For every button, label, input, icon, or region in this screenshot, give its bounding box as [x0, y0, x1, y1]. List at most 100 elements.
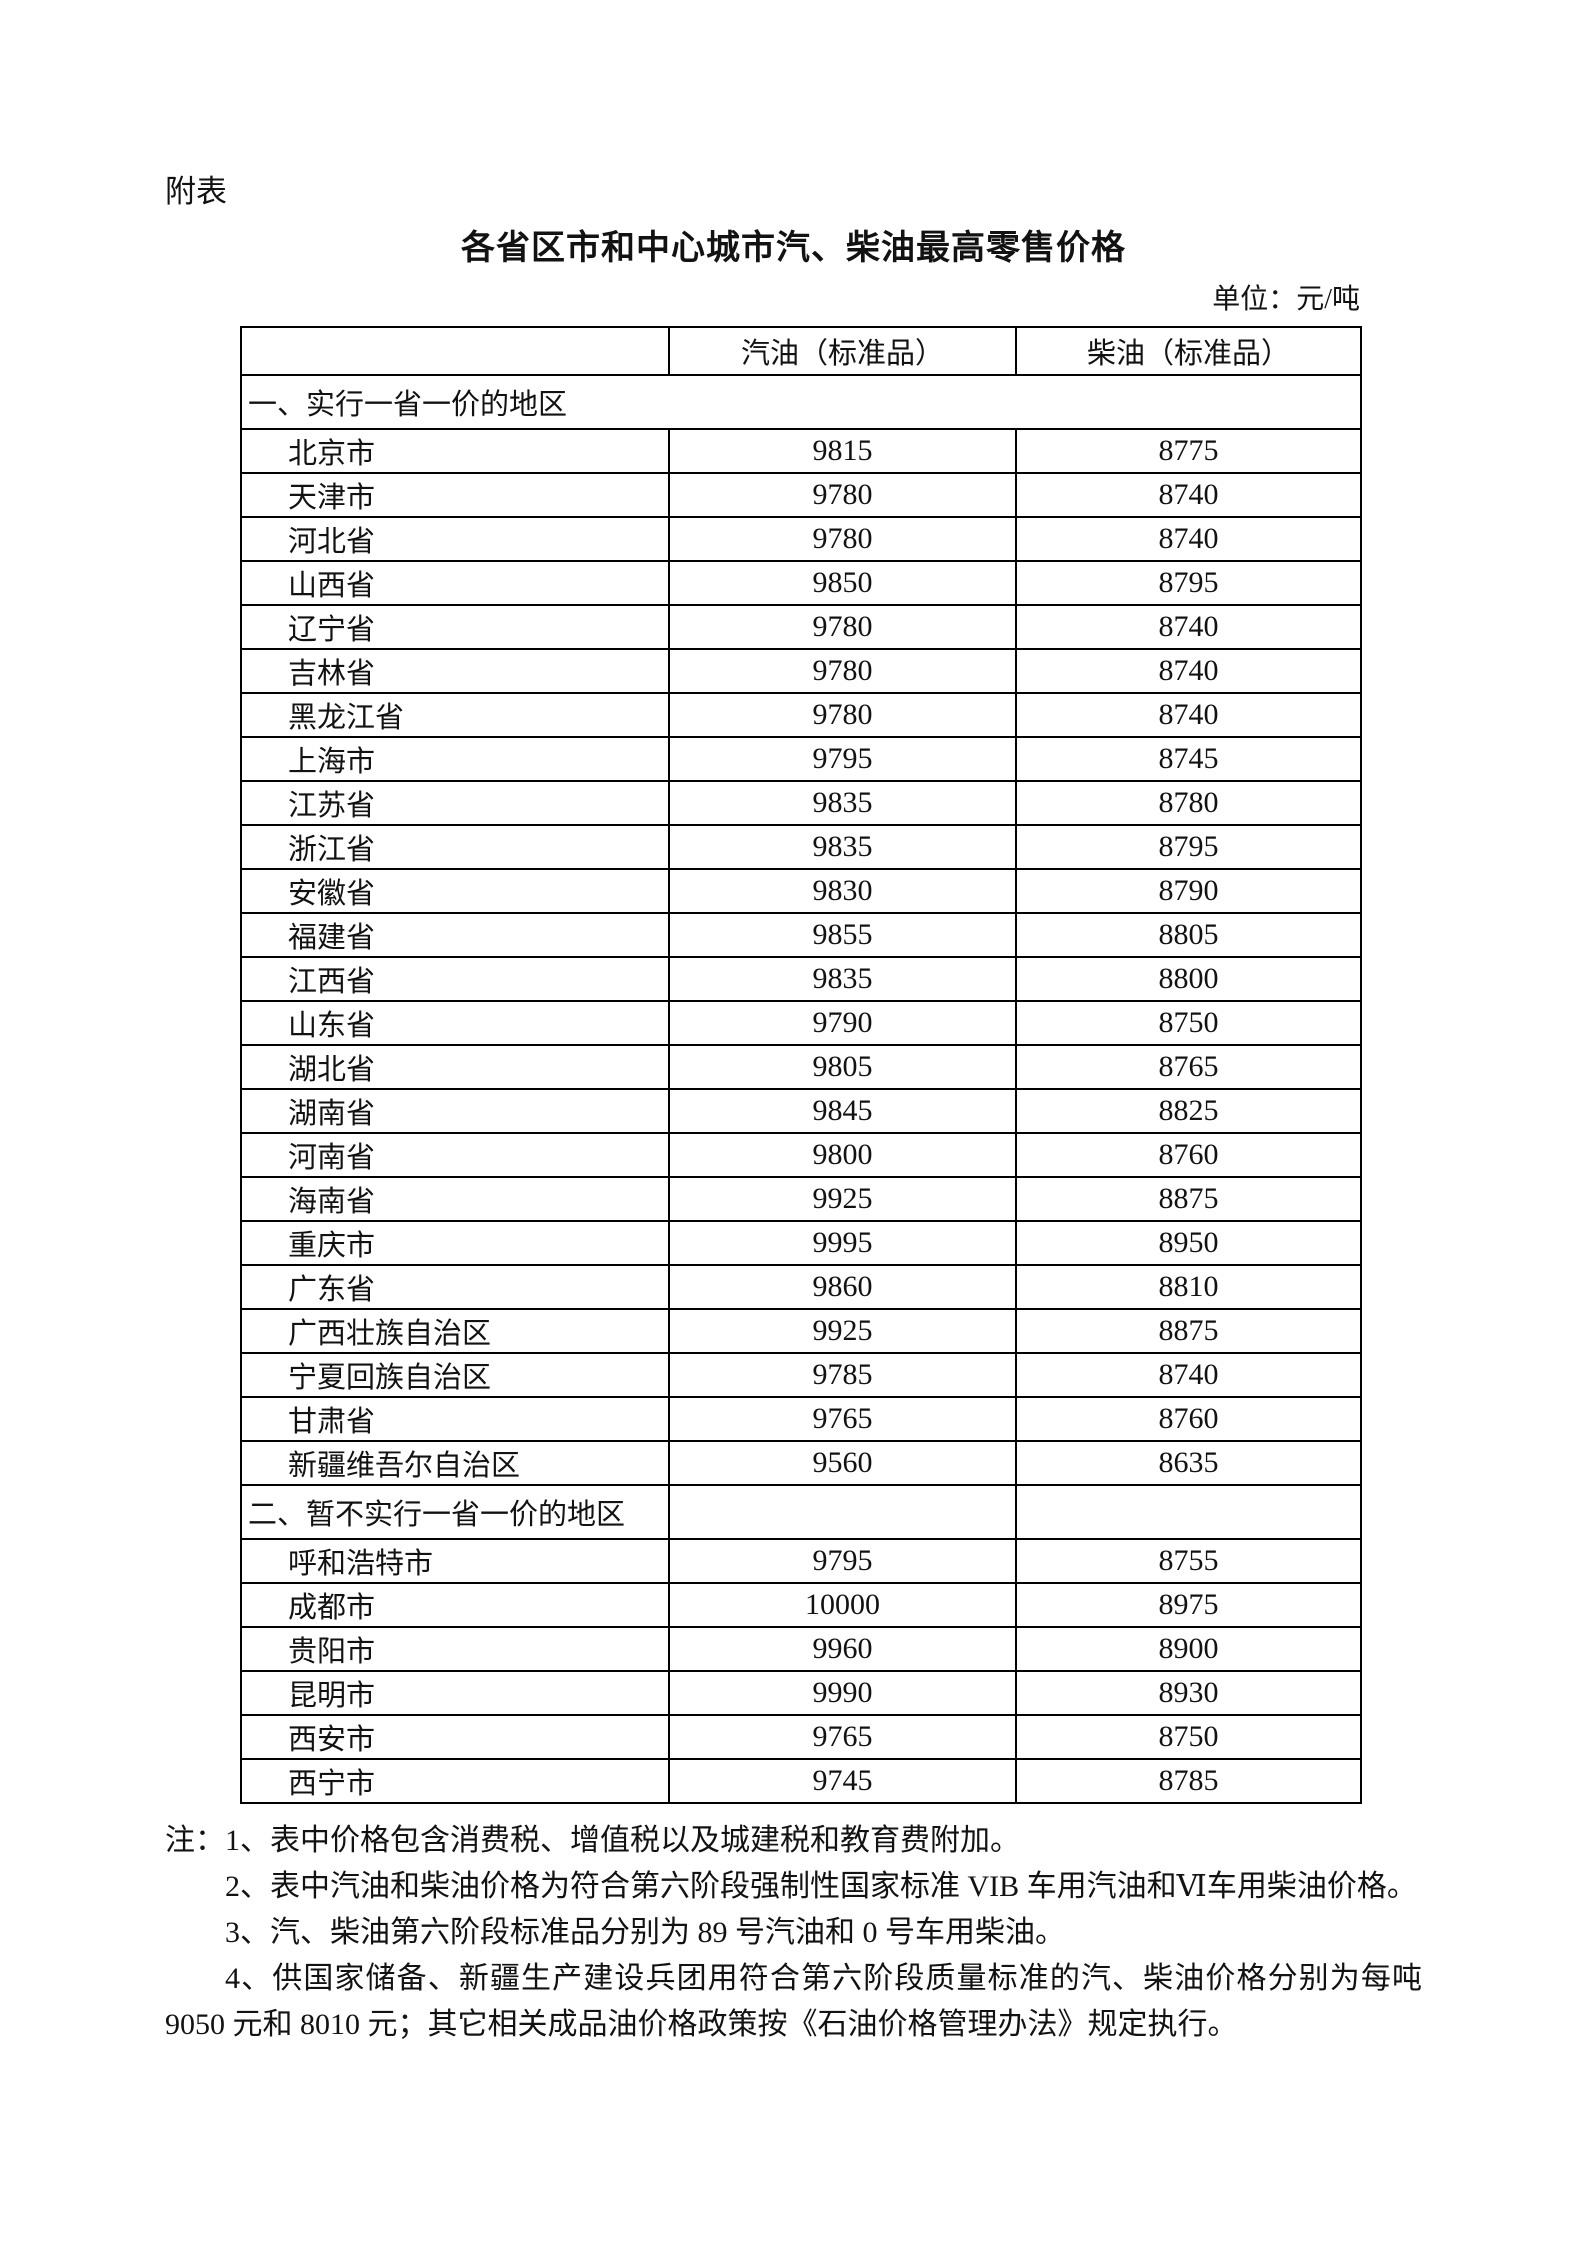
table-row: 安徽省 9830 8790 [240, 868, 1362, 914]
gasoline-price-cell: 9850 [668, 560, 1017, 606]
diesel-price-cell: 8755 [1015, 1538, 1362, 1584]
diesel-price-cell: 8740 [1015, 604, 1362, 650]
region-cell: 天津市 [240, 472, 670, 518]
gasoline-price-cell: 9835 [668, 824, 1017, 870]
diesel-price-cell: 8785 [1015, 1758, 1362, 1804]
region-cell: 宁夏回族自治区 [240, 1352, 670, 1398]
diesel-price-cell: 8805 [1015, 912, 1362, 958]
annex-label: 附表 [165, 174, 227, 209]
table-row: 吉林省 9780 8740 [240, 648, 1362, 694]
note-3: 3、汽、柴油第六阶段标准品分别为 89 号汽油和 0 号车用柴油。 [225, 1916, 1065, 1949]
table-row: 浙江省 9835 8795 [240, 824, 1362, 870]
table-row: 河北省 9780 8740 [240, 516, 1362, 562]
table-row: 江苏省 9835 8780 [240, 780, 1362, 826]
diesel-price-cell: 8740 [1015, 516, 1362, 562]
table-row: 湖北省 9805 8765 [240, 1044, 1362, 1090]
gasoline-price-cell: 9835 [668, 956, 1017, 1002]
column-header-diesel: 柴油（标准品） [1015, 326, 1362, 376]
table-row: 海南省 9925 8875 [240, 1176, 1362, 1222]
diesel-price-cell: 8930 [1015, 1670, 1362, 1716]
diesel-price-cell: 8795 [1015, 560, 1362, 606]
region-cell: 上海市 [240, 736, 670, 782]
gasoline-price-cell: 10000 [668, 1582, 1017, 1628]
gasoline-price-cell: 9745 [668, 1758, 1017, 1804]
diesel-price-cell: 8795 [1015, 824, 1362, 870]
region-cell: 福建省 [240, 912, 670, 958]
region-cell: 河北省 [240, 516, 670, 562]
table-row: 山东省 9790 8750 [240, 1000, 1362, 1046]
gasoline-price-cell: 9845 [668, 1088, 1017, 1134]
gasoline-price-cell: 9780 [668, 604, 1017, 650]
table-row: 广西壮族自治区 9925 8875 [240, 1308, 1362, 1354]
gasoline-price-cell: 9805 [668, 1044, 1017, 1090]
diesel-price-cell: 8740 [1015, 1352, 1362, 1398]
region-cell: 新疆维吾尔自治区 [240, 1440, 670, 1486]
diesel-price-cell: 8900 [1015, 1626, 1362, 1672]
gasoline-price-cell: 9560 [668, 1440, 1017, 1486]
diesel-price-cell: 8760 [1015, 1396, 1362, 1442]
gasoline-price-cell: 9835 [668, 780, 1017, 826]
table-row: 贵阳市 9960 8900 [240, 1626, 1362, 1672]
gasoline-price-cell: 9790 [668, 1000, 1017, 1046]
table-row: 湖南省 9845 8825 [240, 1088, 1362, 1134]
gasoline-price-cell: 9960 [668, 1626, 1017, 1672]
table-row: 黑龙江省 9780 8740 [240, 692, 1362, 738]
empty-cell [668, 1484, 1017, 1540]
gasoline-price-cell: 9990 [668, 1670, 1017, 1716]
section-header-row: 二、暂不实行一省一价的地区 [240, 1484, 1362, 1540]
table-row: 福建省 9855 8805 [240, 912, 1362, 958]
diesel-price-cell: 8760 [1015, 1132, 1362, 1178]
region-cell: 昆明市 [240, 1670, 670, 1716]
gasoline-price-cell: 9765 [668, 1396, 1017, 1442]
gasoline-price-cell: 9800 [668, 1132, 1017, 1178]
gasoline-price-cell: 9780 [668, 472, 1017, 518]
region-cell: 山西省 [240, 560, 670, 606]
region-cell: 河南省 [240, 1132, 670, 1178]
gasoline-price-cell: 9925 [668, 1176, 1017, 1222]
region-cell: 山东省 [240, 1000, 670, 1046]
table-row: 河南省 9800 8760 [240, 1132, 1362, 1178]
empty-cell [1015, 1484, 1362, 1540]
unit-label: 单位：元/吨 [1212, 284, 1360, 315]
section-header-cell: 一、实行一省一价的地区 [240, 374, 1362, 430]
diesel-price-cell: 8750 [1015, 1714, 1362, 1760]
column-header-region [240, 326, 670, 376]
region-cell: 海南省 [240, 1176, 670, 1222]
gasoline-price-cell: 9785 [668, 1352, 1017, 1398]
region-cell: 西宁市 [240, 1758, 670, 1804]
diesel-price-cell: 8825 [1015, 1088, 1362, 1134]
table-row: 广东省 9860 8810 [240, 1264, 1362, 1310]
diesel-price-cell: 8775 [1015, 428, 1362, 474]
price-table: 汽油（标准品） 柴油（标准品） 一、实行一省一价的地区 北京市 9815 8775 天津… [240, 326, 1362, 1804]
diesel-price-cell: 8810 [1015, 1264, 1362, 1310]
notes-section: 注：1、表中价格包含消费税、增值税以及城建税和教育费附加。 2、表中汽油和柴油价… [165, 1818, 1422, 2048]
table-header-row: 汽油（标准品） 柴油（标准品） [240, 326, 1362, 376]
region-cell: 安徽省 [240, 868, 670, 914]
region-cell: 北京市 [240, 428, 670, 474]
table-row: 西宁市 9745 8785 [240, 1758, 1362, 1804]
gasoline-price-cell: 9815 [668, 428, 1017, 474]
region-cell: 广西壮族自治区 [240, 1308, 670, 1354]
diesel-price-cell: 8745 [1015, 736, 1362, 782]
diesel-price-cell: 8635 [1015, 1440, 1362, 1486]
diesel-price-cell: 8780 [1015, 780, 1362, 826]
diesel-price-cell: 8740 [1015, 472, 1362, 518]
diesel-price-cell: 8975 [1015, 1582, 1362, 1628]
region-cell: 浙江省 [240, 824, 670, 870]
diesel-price-cell: 8750 [1015, 1000, 1362, 1046]
gasoline-price-cell: 9860 [668, 1264, 1017, 1310]
page-title: 各省区市和中心城市汽、柴油最高零售价格 [461, 229, 1126, 267]
region-cell: 重庆市 [240, 1220, 670, 1266]
gasoline-price-cell: 9780 [668, 516, 1017, 562]
table-row: 昆明市 9990 8930 [240, 1670, 1362, 1716]
table-row: 西安市 9765 8750 [240, 1714, 1362, 1760]
region-cell: 甘肃省 [240, 1396, 670, 1442]
table-row: 江西省 9835 8800 [240, 956, 1362, 1002]
note-1: 注：1、表中价格包含消费税、增值税以及城建税和教育费附加。 [165, 1824, 1020, 1857]
diesel-price-cell: 8800 [1015, 956, 1362, 1002]
region-cell: 贵阳市 [240, 1626, 670, 1672]
table-row: 甘肃省 9765 8760 [240, 1396, 1362, 1442]
region-cell: 辽宁省 [240, 604, 670, 650]
column-header-gasoline: 汽油（标准品） [668, 326, 1017, 376]
